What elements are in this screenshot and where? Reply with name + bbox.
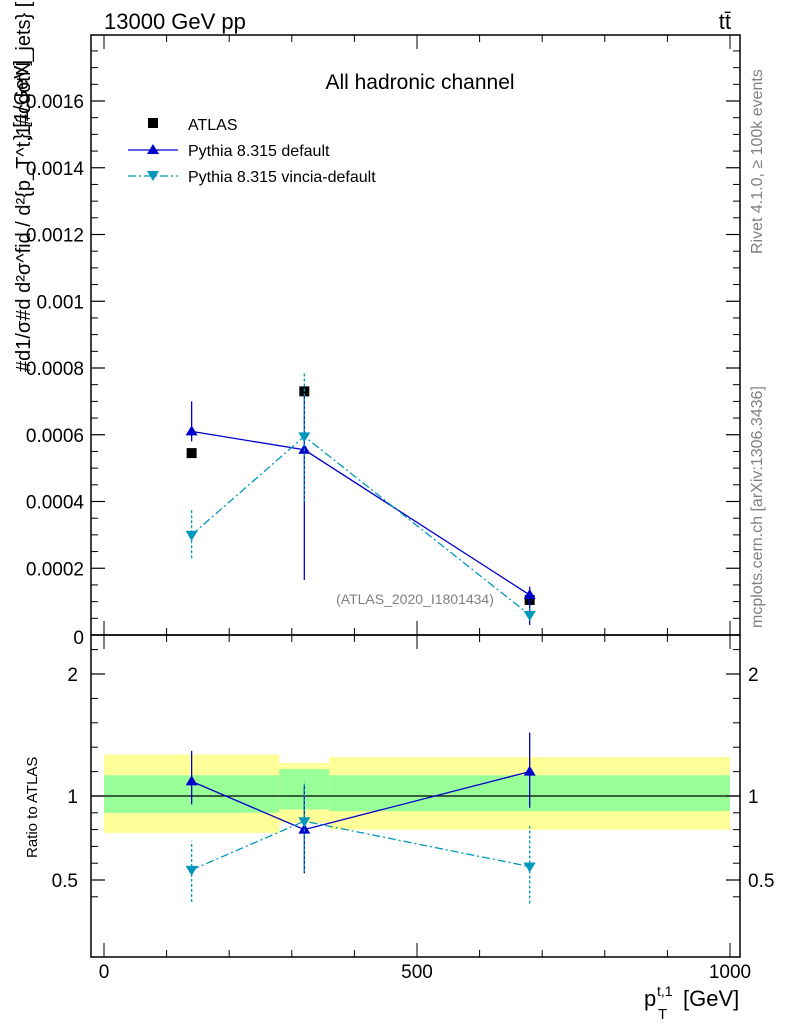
main-y-tick-label: 0.0006 <box>26 426 84 447</box>
main-y-tick-label: 0.0012 <box>26 226 84 247</box>
ratio-point <box>298 817 311 828</box>
data-point <box>523 588 536 599</box>
ratio-y-tick-label-left: 1 <box>67 787 78 808</box>
ratio-point <box>523 765 536 776</box>
process-label: tt̄ <box>719 9 731 34</box>
main-y-zero-label: 0 <box>73 628 84 649</box>
x-axis-label: p T t,1 [GeV] <box>644 983 739 1023</box>
rivet-label: Rivet 4.1.0, ≥ 100k events <box>749 69 766 254</box>
ratio-point <box>523 862 536 873</box>
ratio-uncertainty-bands <box>104 754 730 833</box>
main-y-tick-label: 0.001 <box>36 292 84 313</box>
x-tick-label: 500 <box>401 962 433 983</box>
x-axis-label-main: p <box>644 986 656 1011</box>
main-y-tick-labels: 0.0002 0.0004 0.0006 0.0008 0.001 0.0012 0.001… <box>26 92 85 649</box>
main-panel: 0.0002 0.0004 0.0006 0.0008 0.001 0.0012 0.001… <box>11 0 741 649</box>
data-point <box>185 530 198 541</box>
main-y-tick-label: 0.0016 <box>26 92 84 113</box>
ratio-series-pythia-8-315-vincia-default <box>185 781 536 904</box>
ratio-y-axis-label: Ratio to ATLAS <box>24 757 41 858</box>
main-y-tick-label: 0.0008 <box>26 359 84 380</box>
ratio-line <box>191 820 530 871</box>
data-point <box>185 425 198 436</box>
series-line <box>191 435 531 616</box>
main-y-axis-unit: } [1/GeV] <box>11 60 33 140</box>
x-axis-label-sup: t,1 <box>657 983 673 999</box>
x-tick-label: 0 <box>99 962 110 983</box>
series-pythia-8-315-vincia-default <box>185 371 536 621</box>
chart-title: All hadronic channel <box>325 71 514 94</box>
legend-default-marker <box>147 144 159 154</box>
ratio-point <box>185 865 198 876</box>
main-y-tick-label: 0.0014 <box>26 159 85 180</box>
ratio-y-tick-label-right: 1 <box>748 787 759 808</box>
legend: ATLAS Pythia 8.315 default Pythia 8.315 … <box>128 117 376 186</box>
legend-vincia-marker <box>147 171 159 181</box>
ratio-point <box>185 775 198 786</box>
ratio-panel: 0.5 0.5 1 1 2 2 0 500 1000 Ratio to ATLAS p T t,… <box>24 634 775 1023</box>
ratio-y-tick-label-left: 0.5 <box>52 871 78 892</box>
x-tick-label: 1000 <box>709 962 751 983</box>
legend-vincia-label: Pythia 8.315 vincia-default <box>188 169 376 186</box>
legend-atlas-marker <box>148 118 158 128</box>
data-point <box>298 432 311 443</box>
main-y-tick-label: 0.0004 <box>26 493 85 514</box>
legend-default-label: Pythia 8.315 default <box>188 143 330 160</box>
ratio-series <box>185 732 536 904</box>
main-series <box>185 371 536 625</box>
ratio-axis-ticks <box>91 635 740 957</box>
legend-atlas-label: ATLAS <box>188 117 238 134</box>
ratio-y-tick-label-right: 2 <box>748 665 759 686</box>
data-point <box>523 610 536 621</box>
main-y-tick-label: 0.0002 <box>26 559 84 580</box>
ratio-y-tick-label-left: 2 <box>67 665 78 686</box>
main-axis-ticks <box>91 35 740 635</box>
ratio-tick-labels: 0.5 0.5 1 1 2 2 0 500 1000 <box>52 665 775 983</box>
series-line <box>191 430 531 596</box>
data-point <box>186 448 197 459</box>
main-y-axis-label: #d1/σ#d d²σ^fid / d²{p_T^t,1#cdotN_jets}… <box>13 0 35 372</box>
ratio-y-tick-label-right: 0.5 <box>748 871 774 892</box>
mcplots-label: mcplots.cern.ch [arXiv:1306.3436] <box>749 386 766 628</box>
energy-label: 13000 GeV pp <box>104 9 246 34</box>
series-atlas <box>186 386 535 605</box>
x-axis-label-unit: [GeV] <box>683 986 739 1011</box>
x-axis-label-sub: T <box>658 1006 667 1023</box>
analysis-tag: (ATLAS_2020_I1801434) <box>336 591 494 607</box>
